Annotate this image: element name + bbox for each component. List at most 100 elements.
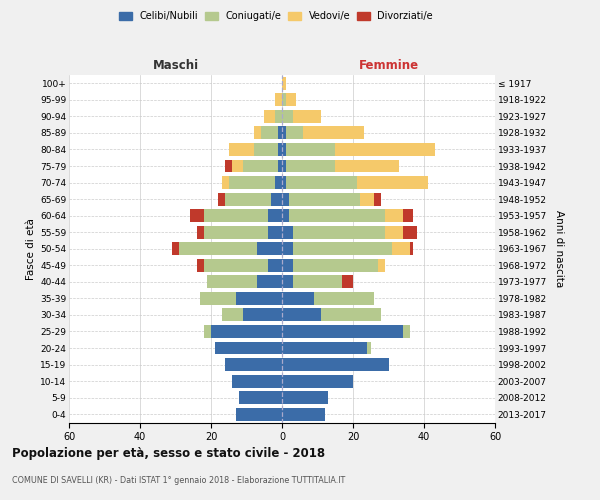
- Bar: [264, 110, 275, 123]
- Bar: [378, 259, 385, 272]
- Bar: [204, 325, 211, 338]
- Bar: [275, 110, 282, 123]
- Bar: [260, 126, 278, 140]
- Bar: [232, 374, 282, 388]
- Bar: [282, 192, 289, 205]
- Bar: [367, 342, 371, 354]
- Bar: [282, 242, 293, 255]
- Bar: [275, 176, 282, 189]
- Bar: [282, 143, 286, 156]
- Y-axis label: Anni di nascita: Anni di nascita: [554, 210, 563, 288]
- Bar: [286, 94, 296, 106]
- Bar: [236, 408, 282, 420]
- Bar: [343, 276, 353, 288]
- Bar: [403, 209, 413, 222]
- Text: Maschi: Maschi: [152, 58, 199, 71]
- Bar: [221, 308, 243, 322]
- Bar: [278, 160, 282, 172]
- Bar: [282, 126, 286, 140]
- Bar: [282, 374, 353, 388]
- Bar: [282, 358, 389, 371]
- Bar: [385, 209, 403, 222]
- Bar: [225, 358, 282, 371]
- Bar: [254, 126, 260, 140]
- Bar: [286, 160, 335, 172]
- Y-axis label: Fasce di età: Fasce di età: [26, 218, 36, 280]
- Bar: [268, 209, 282, 222]
- Bar: [282, 276, 293, 288]
- Text: Popolazione per età, sesso e stato civile - 2018: Popolazione per età, sesso e stato civil…: [12, 448, 325, 460]
- Bar: [268, 259, 282, 272]
- Bar: [392, 242, 410, 255]
- Bar: [225, 192, 271, 205]
- Bar: [282, 308, 321, 322]
- Bar: [286, 176, 356, 189]
- Bar: [208, 276, 257, 288]
- Bar: [286, 126, 304, 140]
- Bar: [190, 209, 204, 222]
- Bar: [360, 192, 374, 205]
- Bar: [304, 126, 364, 140]
- Bar: [254, 143, 278, 156]
- Bar: [321, 308, 382, 322]
- Bar: [236, 292, 282, 305]
- Bar: [293, 259, 378, 272]
- Bar: [179, 242, 257, 255]
- Text: Femmine: Femmine: [358, 58, 419, 71]
- Bar: [282, 259, 293, 272]
- Bar: [229, 176, 275, 189]
- Bar: [204, 226, 268, 238]
- Bar: [197, 226, 204, 238]
- Bar: [204, 259, 268, 272]
- Bar: [232, 160, 243, 172]
- Bar: [282, 408, 325, 420]
- Bar: [282, 209, 289, 222]
- Bar: [282, 226, 293, 238]
- Bar: [278, 143, 282, 156]
- Bar: [282, 94, 286, 106]
- Bar: [403, 325, 410, 338]
- Bar: [293, 226, 385, 238]
- Bar: [289, 192, 360, 205]
- Bar: [282, 176, 286, 189]
- Bar: [293, 276, 343, 288]
- Bar: [218, 192, 225, 205]
- Bar: [286, 143, 335, 156]
- Bar: [204, 209, 268, 222]
- Bar: [275, 94, 282, 106]
- Bar: [385, 226, 403, 238]
- Legend: Celibi/Nubili, Coniugati/e, Vedovi/e, Divorziati/e: Celibi/Nubili, Coniugati/e, Vedovi/e, Di…: [115, 8, 437, 25]
- Bar: [225, 160, 232, 172]
- Bar: [257, 276, 282, 288]
- Bar: [374, 192, 382, 205]
- Bar: [211, 325, 282, 338]
- Bar: [293, 110, 321, 123]
- Bar: [293, 242, 392, 255]
- Bar: [243, 160, 278, 172]
- Bar: [403, 226, 417, 238]
- Bar: [271, 192, 282, 205]
- Bar: [282, 342, 367, 354]
- Bar: [268, 226, 282, 238]
- Bar: [239, 391, 282, 404]
- Bar: [282, 292, 314, 305]
- Text: COMUNE DI SAVELLI (KR) - Dati ISTAT 1° gennaio 2018 - Elaborazione TUTTITALIA.IT: COMUNE DI SAVELLI (KR) - Dati ISTAT 1° g…: [12, 476, 345, 485]
- Bar: [257, 242, 282, 255]
- Bar: [410, 242, 413, 255]
- Bar: [172, 242, 179, 255]
- Bar: [282, 160, 286, 172]
- Bar: [200, 292, 236, 305]
- Bar: [278, 126, 282, 140]
- Bar: [221, 176, 229, 189]
- Bar: [229, 143, 254, 156]
- Bar: [282, 391, 328, 404]
- Bar: [243, 308, 282, 322]
- Bar: [282, 77, 286, 90]
- Bar: [282, 325, 403, 338]
- Bar: [215, 342, 282, 354]
- Bar: [314, 292, 374, 305]
- Bar: [197, 259, 204, 272]
- Bar: [356, 176, 428, 189]
- Bar: [335, 160, 399, 172]
- Bar: [289, 209, 385, 222]
